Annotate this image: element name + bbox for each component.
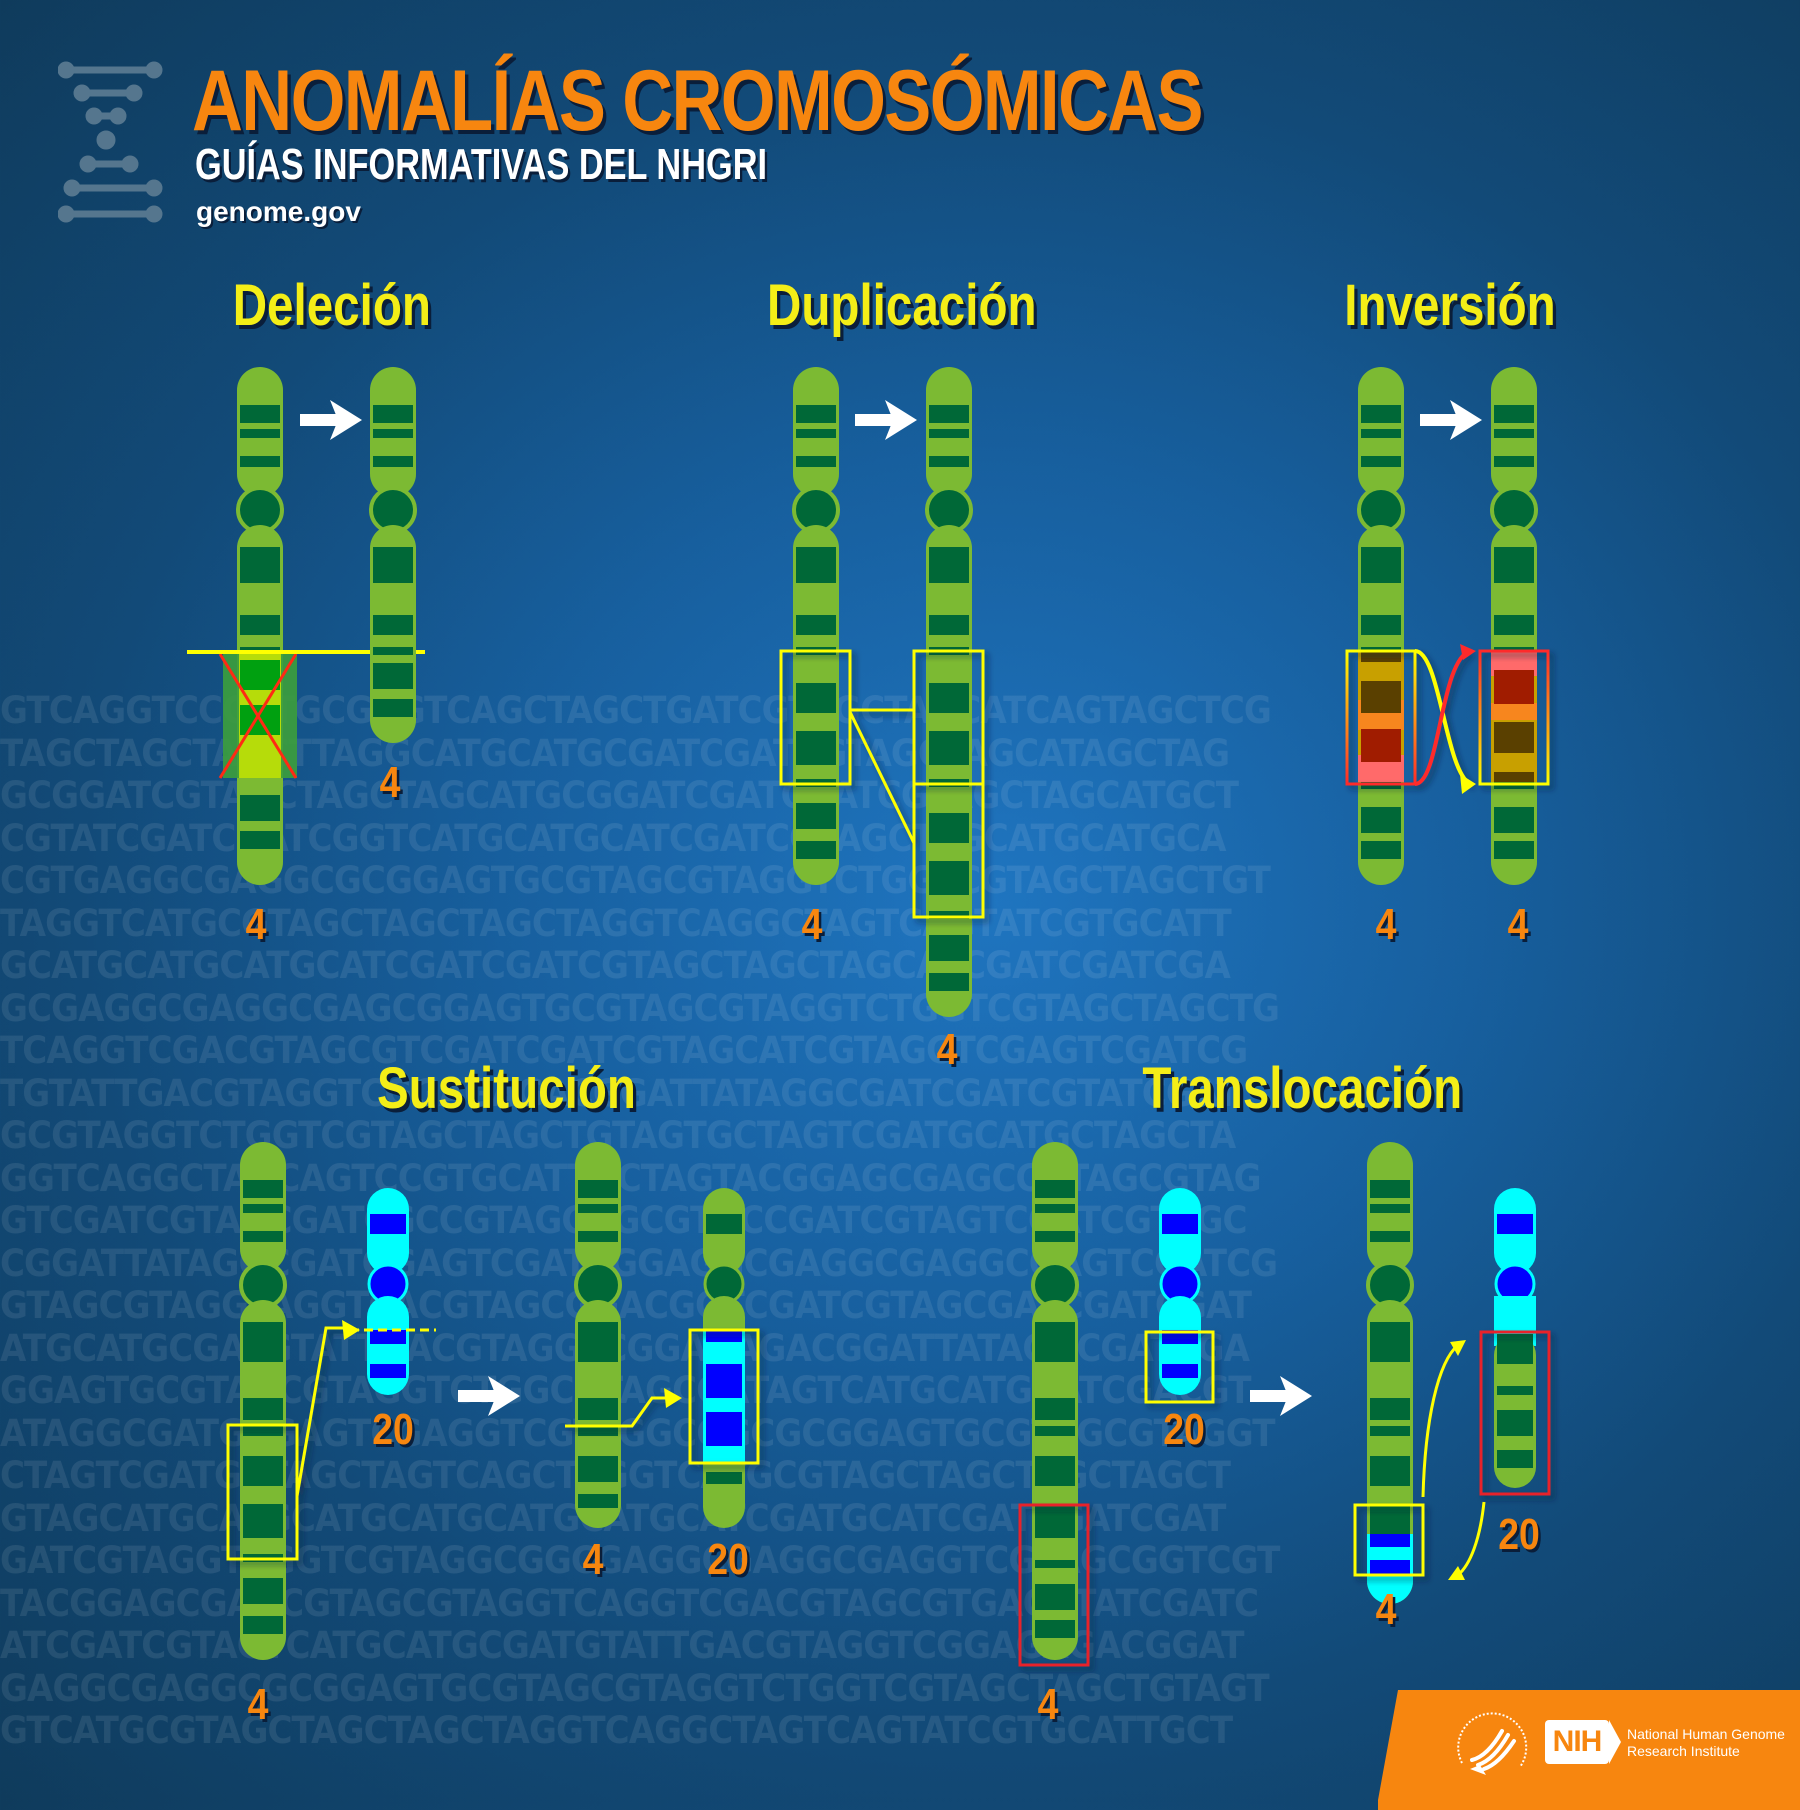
chromosome-label: 4 (801, 900, 823, 949)
inverted-segment-original (1358, 652, 1404, 782)
deleted-region (218, 653, 298, 779)
arrow-icon (300, 400, 362, 440)
dna-sequence-row: GTCATGCGTAGCTAGCTAGCTAGGTCAGGCTAGTCAGTAT… (0, 1709, 1233, 1752)
dna-sequence-row: CGTGAGGCGAGGCGCGGAGTGCGTAGCGTAGGTCTGGTCG… (0, 859, 1271, 902)
section-title-substitution: Sustitución (377, 1056, 636, 1121)
hhs-eagle-seal-icon (1457, 1712, 1528, 1775)
chromosome-4-duplicated (924, 365, 974, 1017)
institute-name-line2: Research Institute (1627, 1743, 1740, 1759)
chromosome-label: 20 (1498, 1510, 1540, 1559)
chromosome-4-original (1030, 1140, 1080, 1660)
chromosome-label: 4 (1507, 900, 1529, 949)
section-title-duplication: Duplicación (767, 273, 1037, 338)
institute-name: National Human Genome Research Institute (1627, 1726, 1785, 1760)
dna-sequence-row: CGTATCGATCGATCGGTCATGCATGCATCGATCGTAGCTA… (0, 816, 1226, 860)
inversion-highlight (1345, 649, 1550, 786)
chromosome-20-translocated (1494, 1188, 1536, 1488)
chromosome-label: 4 (379, 758, 401, 807)
substitution-highlight (226, 1326, 348, 1561)
chromosome-label: 20 (372, 1405, 414, 1454)
dna-sequence-row: TAGGTCATGCGTAGCTAGCTAGCTAGGTCAGGCTAGTCAG… (0, 901, 1232, 945)
translocation-diagram (1018, 1140, 1551, 1667)
translocation-yellow-highlight (1144, 1330, 1215, 1404)
site-link[interactable]: genome.gov (196, 196, 361, 227)
dna-sequence-row: TAGCTAGCTAGCTTAGGCATGCATGCGATCGATCGTAGCT… (0, 731, 1230, 775)
chromosome-20-original (367, 1188, 409, 1395)
chromosome-20-result (703, 1188, 745, 1528)
inverted-segment-result (1491, 652, 1537, 782)
chromosome-4-original (238, 1140, 288, 1660)
dna-sequence-row: GAGGCGAGGCGCGGAGTGCGTAGCGTAGGTCTGGTCGTAG… (0, 1666, 1270, 1710)
arrow-icon (458, 1376, 520, 1416)
chromosome-label: 4 (1037, 1680, 1059, 1729)
section-title-inversion: Inversión (1344, 273, 1556, 338)
chromosome-4-original (791, 365, 841, 885)
chromosome-label: 4 (582, 1535, 604, 1584)
chromosome-4-result (573, 1140, 623, 1528)
page-subtitle: GUÍAS INFORMATIVAS DEL NHGRI (195, 140, 768, 189)
chromosome-4-original (235, 365, 285, 885)
chromosome-label: 4 (936, 1025, 958, 1074)
chromosome-4-deleted (368, 365, 418, 743)
dna-sequence-row: TCAGGTCGACGTAGCGTCGATCGATCGTAGCATCGTAGGT… (0, 1029, 1248, 1072)
chromosome-4-translocated (1365, 1140, 1415, 1604)
dna-sequence-row: TGTATTGACGTAGGTCGGAGAGACGGATTATAGGCGATCG… (0, 1071, 1239, 1115)
section-title-deletion: Deleción (232, 273, 431, 338)
duplication-highlight (779, 649, 985, 919)
chromosome-label: 4 (245, 900, 267, 949)
chromosome-20-original (1159, 1188, 1201, 1395)
substitution-result-highlight (565, 1328, 760, 1465)
institute-name-line1: National Human Genome (1627, 1726, 1785, 1742)
dna-sequence-row: GTCAGGTCCGATGCGAGTCAGCTAGCTGATCGTAGCTAGC… (0, 690, 1272, 732)
substitution-diagram (226, 1140, 760, 1660)
chromosome-label: 20 (1163, 1405, 1205, 1454)
translocation-red-highlight (1018, 1503, 1090, 1667)
translocation-swap-arrows (1421, 1343, 1486, 1577)
chromosome-label: 4 (247, 1680, 269, 1729)
section-title-translocation: Translocación (1142, 1056, 1463, 1121)
chromosome-label: 4 (1375, 900, 1397, 949)
deletion-diagram (187, 365, 425, 885)
arrow-icon (1250, 1376, 1312, 1416)
chromosome-4-original (1356, 365, 1406, 885)
chromosome-4-inverted (1489, 365, 1539, 885)
inversion-diagram (1345, 365, 1550, 885)
dna-sequence-row: GCGGATCGTAGCTAGCTAGCATGCGGATCGATCGATCGTA… (0, 774, 1239, 817)
dna-sequence-row: GCGAGGCGAGGCGAGCGGAGTGCGTAGCGTAGGTCTGGTC… (0, 986, 1280, 1030)
chromosome-label: 4 (1375, 1585, 1397, 1634)
page-title: ANOMALÍAS CROMOSÓMICAS (192, 53, 1204, 149)
nih-chevron-icon (1609, 1720, 1621, 1764)
dna-ladder-icon (58, 61, 163, 223)
chromosome-label: 20 (707, 1535, 749, 1584)
dna-sequence-row: GCATGCATGCATGCATCGATCGATCGTAGCTAGCTAGCAT… (0, 944, 1231, 987)
arrow-icon (1420, 400, 1482, 440)
dna-sequence-row: GCGTAGGTCTGGTCGTAGCTAGCTGTAGTGCTAGTCGATG… (0, 1114, 1236, 1157)
nih-logo[interactable]: NIH (1545, 1720, 1609, 1764)
arrow-icon (855, 400, 917, 440)
duplication-diagram (779, 365, 985, 1017)
